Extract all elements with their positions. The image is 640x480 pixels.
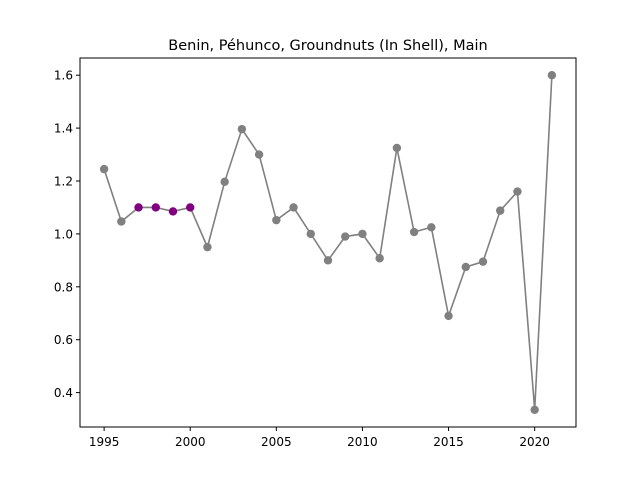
data-point xyxy=(306,229,315,239)
highlighted-data-point xyxy=(168,207,178,216)
data-point xyxy=(530,405,539,415)
x-tick-label: 2010 xyxy=(347,435,378,449)
data-point xyxy=(117,217,126,226)
data-point xyxy=(461,262,470,272)
data-point xyxy=(513,187,522,196)
highlighted-data-point xyxy=(151,203,160,212)
highlighted-data-point xyxy=(186,203,195,212)
data-point xyxy=(358,229,367,239)
series-line-group xyxy=(103,75,553,410)
data-point xyxy=(99,164,109,174)
data-point xyxy=(478,257,488,266)
data-point xyxy=(547,70,557,80)
x-axis: 1995 2000 2005 2010 2015 2020 xyxy=(89,427,550,449)
x-tick-label: 2005 xyxy=(261,435,292,449)
y-tick-label: 0.6 xyxy=(54,333,73,347)
data-point xyxy=(220,177,229,186)
y-axis: 0.4 0.6 0.8 1.0 1.2 1.4 1.6 xyxy=(54,69,80,400)
x-tick-label: 2000 xyxy=(175,435,206,449)
data-point xyxy=(203,242,212,252)
x-tick-label: 2020 xyxy=(519,435,550,449)
highlighted-data-point xyxy=(134,203,143,212)
data-point xyxy=(444,311,453,321)
axes-frame xyxy=(79,57,577,428)
y-tick-label: 1.2 xyxy=(54,175,73,189)
y-tick-label: 1.0 xyxy=(54,227,73,241)
data-point xyxy=(392,143,402,153)
x-tick-label: 1995 xyxy=(89,435,120,449)
data-point xyxy=(375,254,384,263)
y-tick-label: 1.6 xyxy=(54,69,73,83)
plot-area xyxy=(79,57,577,428)
y-tick-label: 0.8 xyxy=(54,280,73,294)
series-line xyxy=(103,75,553,410)
series-points-group xyxy=(99,70,557,415)
data-point xyxy=(289,203,298,212)
data-point xyxy=(341,232,350,241)
data-point xyxy=(323,256,333,265)
y-tick-label: 1.4 xyxy=(54,122,73,136)
data-point xyxy=(409,227,419,237)
y-tick-label: 0.4 xyxy=(54,386,73,400)
chart-title: Benin, Péhunco, Groundnuts (In Shell), M… xyxy=(168,38,487,54)
data-point xyxy=(254,150,264,159)
data-point xyxy=(237,124,247,134)
data-point xyxy=(272,215,281,225)
x-tick-label: 2015 xyxy=(433,435,464,449)
data-point xyxy=(427,223,436,232)
data-point xyxy=(496,206,505,215)
